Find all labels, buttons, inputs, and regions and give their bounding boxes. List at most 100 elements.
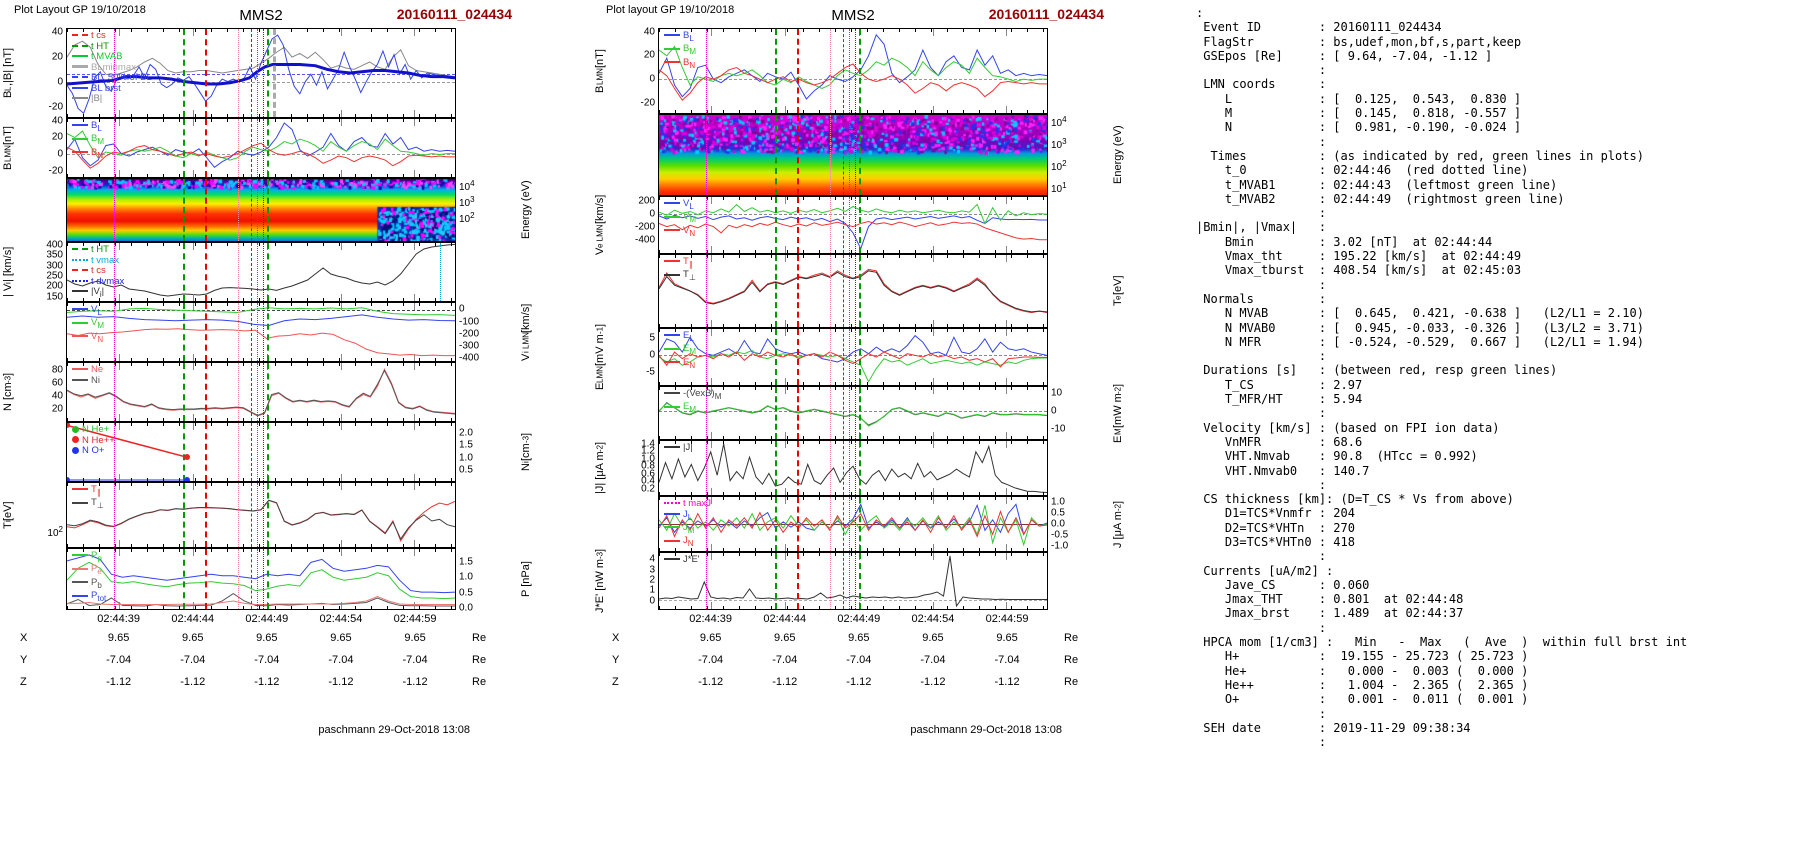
major-tick (340, 303, 342, 310)
time-marker-line (705, 115, 707, 195)
right-axis-label: P [nPa] (520, 561, 532, 597)
reference-line (659, 600, 1047, 601)
time-marker-line (204, 243, 207, 301)
time-tick-label: 02:44:39 (97, 613, 141, 625)
major-tick (119, 303, 121, 310)
legend-swatch (72, 501, 88, 504)
legend-swatch (72, 368, 88, 371)
right-tick-label: 10 (1051, 387, 1063, 399)
time-axis: 02:44:39 02:44:44 02:44:49 02:44:54 02:44:59 (2, 610, 592, 628)
time-marker-line (854, 329, 856, 385)
legend-swatch (72, 378, 88, 381)
panel-legend: Ne Ni (72, 364, 103, 386)
y-tick-label: 3 (649, 564, 655, 576)
major-tick (119, 483, 121, 490)
minor-ticks-bottom (659, 324, 1047, 327)
y-tick-label: 0.4 (641, 475, 655, 487)
minor-ticks-bottom (659, 436, 1047, 439)
major-tick (785, 387, 787, 394)
time-marker-line (842, 29, 844, 113)
legend-item: VL (664, 198, 696, 212)
ephemeris-value: 9.65 (699, 632, 722, 644)
time-marker-line (204, 483, 207, 547)
time-marker-line (257, 119, 259, 177)
right-tick-label: -100 (459, 316, 480, 328)
legend-label: N O+ (82, 445, 105, 456)
y-tick-label: 0 (649, 73, 655, 85)
time-marker-line (858, 197, 861, 253)
legend-swatch (72, 55, 88, 58)
right-tick-label: -10 (1051, 423, 1066, 435)
right-tick-label: -1.0 (1051, 540, 1069, 552)
time-marker-line (775, 29, 778, 113)
time-marker-line (796, 497, 799, 551)
time-marker-line (257, 243, 259, 301)
minor-ticks-top (659, 387, 1047, 390)
time-marker-line (113, 119, 115, 177)
legend-item: VM (664, 212, 696, 225)
time-marker-line (266, 423, 269, 481)
time-marker-line (262, 243, 264, 301)
major-tick (340, 119, 342, 126)
reference-line (67, 81, 455, 83)
panel-electron-spectrogram: 104 103 102 101 Energy (eV) (594, 114, 1184, 196)
legend-item: -(VexB)M (664, 388, 721, 402)
legend-item: EM (664, 402, 721, 415)
plot-area-j-lmn: t maxJ JL JM JN (658, 496, 1048, 552)
plot-header: Plot layout GP 19/10/2018 MMS2 20160111_02… (594, 0, 1184, 28)
minor-ticks-top (659, 329, 1047, 332)
minor-ticks-top (659, 553, 1047, 556)
panel-legend: T∥ T⊥ (664, 256, 696, 284)
major-tick (414, 414, 416, 421)
time-marker-line (257, 29, 259, 117)
legend-item: JM (664, 522, 711, 536)
minor-ticks-bottom (659, 250, 1047, 253)
legend-label: |Vi| (91, 286, 105, 299)
major-tick (193, 294, 195, 301)
major-tick (785, 441, 787, 448)
time-marker-line (849, 387, 851, 439)
right-tick-label: -400 (459, 352, 480, 364)
reference-line (67, 310, 455, 312)
legend-item: T∥ (664, 256, 696, 270)
legend-label: Ni (91, 374, 100, 386)
right-tick-label: 1.5 (459, 556, 473, 568)
series-plot (67, 363, 455, 421)
legend-item: Pb (72, 577, 106, 591)
ephemeris-value: -7.04 (328, 654, 354, 666)
time-marker-line (204, 363, 207, 421)
legend-swatch (72, 446, 79, 454)
major-tick (193, 303, 195, 310)
major-tick (193, 170, 195, 177)
ephemeris-unit: Re (1064, 676, 1079, 688)
y-axis-gutter (594, 114, 658, 196)
time-marker-line (796, 387, 799, 439)
time-marker-line (842, 115, 844, 195)
major-tick (193, 602, 195, 609)
right-tick-label: 102 (1051, 159, 1067, 174)
major-tick (119, 243, 121, 250)
ephemeris-value: -1.12 (106, 676, 132, 688)
reference-line (659, 411, 1047, 413)
legend-swatch (664, 361, 680, 364)
major-tick (340, 540, 342, 547)
y-tick-label: 40 (51, 115, 63, 126)
major-tick (340, 170, 342, 177)
time-marker-line (183, 179, 186, 241)
legend-item: BM (664, 44, 696, 57)
time-marker-line (858, 387, 861, 439)
time-marker-line (262, 423, 264, 481)
major-tick (340, 29, 342, 36)
time-marker-line (796, 553, 799, 609)
data-point-dot (67, 423, 70, 429)
ephemeris-value: -1.12 (328, 676, 354, 688)
time-marker-line (113, 549, 115, 609)
legend-swatch (72, 567, 88, 570)
major-tick (193, 354, 195, 361)
right-tick-label: 104 (459, 178, 475, 193)
time-marker-line (842, 441, 844, 495)
legend-item: T∥ (72, 484, 104, 498)
